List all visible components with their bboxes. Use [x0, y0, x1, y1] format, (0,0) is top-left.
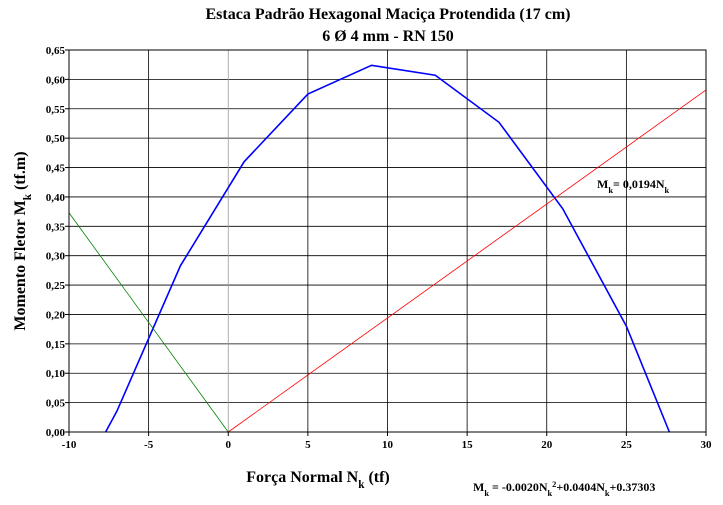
x-axis-label: Força Normal Nk (tf): [246, 469, 390, 491]
text-part: k: [22, 193, 34, 200]
x-tick-label: -10: [62, 439, 77, 451]
x-tick-label: 15: [462, 439, 474, 451]
y-tick-label: 0,35: [46, 221, 66, 233]
series-line: [68, 212, 229, 433]
x-tick-label: 0: [226, 439, 232, 451]
text-part: +0.37303: [610, 480, 656, 494]
y-tick-label: 0,45: [46, 163, 66, 175]
text-part: = 0,0194N: [613, 177, 665, 191]
text-part: (tf.m): [12, 151, 29, 194]
y-tick-label: 0,40: [46, 192, 66, 204]
x-tick-label: 5: [305, 439, 311, 451]
text-part: Momento Fletor M: [12, 200, 29, 330]
y-tick-label: 0,30: [46, 251, 66, 263]
plot-frame: [68, 49, 707, 433]
y-tick-label: 0,25: [46, 280, 66, 292]
x-tick-label: -5: [144, 439, 154, 451]
text-part: M: [597, 177, 608, 191]
text-part: k: [608, 186, 613, 195]
chart-title: Estaca Padrão Hexagonal Maciça Protendid…: [206, 6, 571, 23]
y-tick-label: 0,10: [46, 368, 66, 380]
text-part: +0.0404N: [556, 480, 605, 494]
text-part: Força Normal N: [246, 469, 358, 486]
x-tick-label: 25: [621, 439, 633, 451]
text-part: k: [484, 489, 489, 498]
y-tick-label: 0,50: [46, 133, 66, 145]
y-tick-label: 0,60: [46, 74, 66, 86]
x-tick-label: 10: [382, 439, 394, 451]
y-tick-label: 0,15: [46, 339, 66, 351]
y-tick-label: 0,65: [46, 45, 66, 57]
y-tick-label: 0,00: [46, 427, 66, 439]
series-line: [104, 64, 671, 433]
annotation: Mk = -0.0020Nk2+0.0404Nk+0.37303: [473, 480, 655, 498]
text-part: (tf): [364, 469, 389, 486]
text-part: = -0.0020N: [489, 480, 548, 494]
x-tick-label: 30: [701, 439, 713, 451]
text-part: 2: [552, 480, 556, 489]
text-part: M: [473, 480, 484, 494]
series-line: [228, 89, 707, 433]
y-tick-label: 0,20: [46, 309, 66, 321]
text-part: k: [548, 489, 553, 498]
text-part: k: [665, 186, 670, 195]
text-part: k: [358, 479, 365, 491]
chart-subtitle: 6 Ø 4 mm - RN 150: [322, 28, 454, 45]
y-axis-label: Momento Fletor Mk (tf.m): [12, 151, 34, 330]
y-tick-label: 0,55: [46, 104, 66, 116]
text-part: k: [605, 489, 610, 498]
y-tick-label: 0,05: [46, 398, 66, 410]
x-tick-label: 20: [541, 439, 553, 451]
annotation: Mk= 0,0194Nk: [597, 177, 670, 195]
